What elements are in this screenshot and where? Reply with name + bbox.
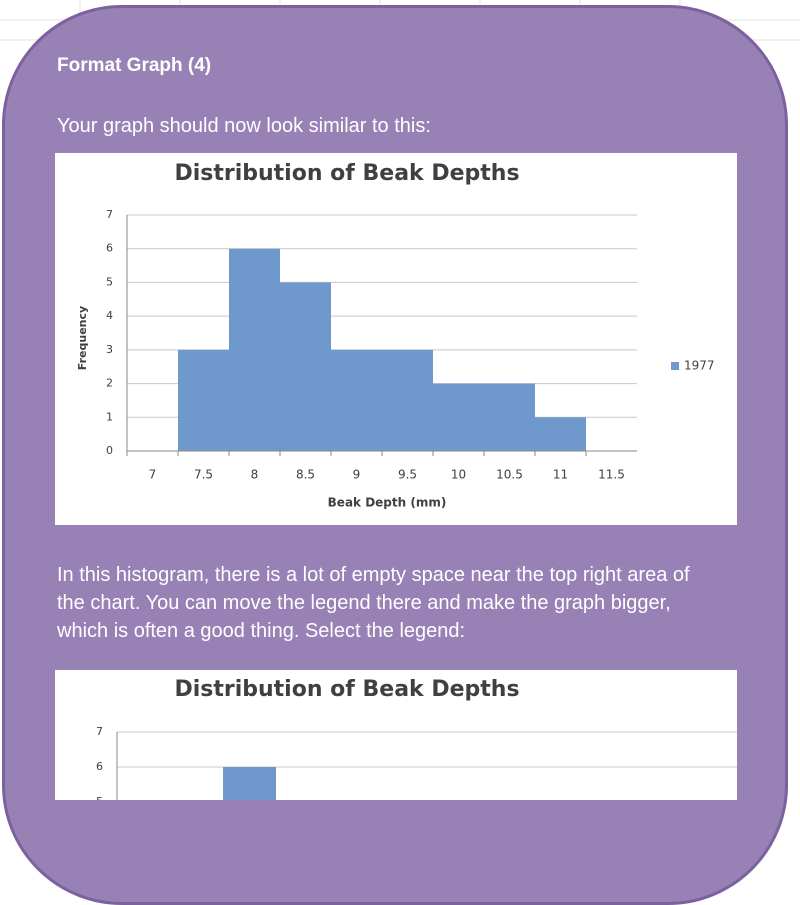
y-tick-label: 3 <box>106 343 113 356</box>
histogram-bar <box>331 349 382 451</box>
y-tick-label: 1 <box>106 410 113 423</box>
x-tick-label: 10.5 <box>496 468 523 482</box>
legend-label: 1977 <box>684 359 715 373</box>
histogram-bar <box>229 248 280 451</box>
chart-title: Distribution of Beak Depths <box>174 161 519 186</box>
y-tick-label: 7 <box>106 208 113 221</box>
y-tick-label: 6 <box>106 242 113 255</box>
x-tick-label: 7 <box>149 468 157 482</box>
y-tick-label: 4 <box>106 309 113 322</box>
x-tick-label: 11.5 <box>598 468 625 482</box>
x-tick-label: 9.5 <box>398 468 417 482</box>
x-tick-label: 11 <box>553 468 568 482</box>
y-tick-label: 7 <box>96 725 103 738</box>
x-tick-label: 8 <box>251 468 259 482</box>
histogram-bar <box>535 417 586 451</box>
chart-image: Distribution of Beak Depths 5 6 7 <box>55 670 737 800</box>
y-tick-label: 0 <box>106 444 113 457</box>
x-tick-label: 8.5 <box>296 468 315 482</box>
y-tick-label: 2 <box>106 377 113 390</box>
histogram-bar <box>484 383 535 451</box>
y-axis-label: Frequency <box>76 306 89 370</box>
y-tick-label: 6 <box>96 760 103 773</box>
histogram-bar <box>223 767 276 800</box>
panel-body: In this histogram, there is a lot of emp… <box>57 564 690 642</box>
panel-title: Format Graph (4) <box>57 55 212 76</box>
chart-title: Distribution of Beak Depths <box>174 677 519 702</box>
histogram-bar <box>433 383 484 451</box>
x-axis-label: Beak Depth (mm) <box>328 496 447 510</box>
panel-intro: Your graph should now look similar to th… <box>57 115 431 137</box>
x-tick-label: 9 <box>353 468 361 482</box>
y-tick-label: 5 <box>96 795 103 800</box>
histogram-bar <box>382 349 433 451</box>
y-tick-label: 5 <box>106 275 113 288</box>
x-tick-label: 10 <box>451 468 466 482</box>
histogram-bar <box>178 349 229 451</box>
x-tick-label: 7.5 <box>194 468 213 482</box>
legend-swatch <box>671 362 679 370</box>
chart-image: Distribution of Beak Depths 0 1 2 3 4 5 6 7 7 7.5 8… <box>55 153 737 525</box>
histogram-bar <box>280 282 331 451</box>
